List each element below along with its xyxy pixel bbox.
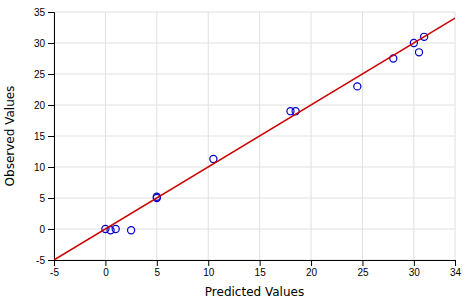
tick-label: 10 — [34, 162, 46, 173]
tick-mark — [455, 260, 456, 266]
x-axis: -5 0 5 10 15 20 25 30 34 — [50, 260, 461, 278]
tick: 30 — [409, 260, 421, 278]
tick-label: 34 — [450, 267, 462, 278]
point — [112, 225, 119, 232]
tick-label: 15 — [255, 267, 267, 278]
tick: 15 — [34, 131, 54, 142]
plot: -5 0 5 10 15 20 25 30 34 -5 0 5 10 15 20 25 30 35 — [34, 7, 462, 278]
tick: 5 — [155, 260, 161, 278]
tick-label: 30 — [34, 38, 46, 49]
grid-line-y — [54, 43, 455, 44]
tick: 5 — [39, 193, 54, 204]
tick: 10 — [34, 162, 54, 173]
tick: 0 — [39, 224, 54, 235]
grid-line-y — [54, 136, 455, 137]
tick: 35 — [34, 7, 54, 18]
tick-label: 25 — [34, 69, 46, 80]
grid-line-y — [54, 74, 455, 75]
point — [210, 155, 217, 162]
tick-mark — [48, 43, 54, 44]
axis-line — [48, 13, 55, 261]
tick-mark — [105, 260, 106, 266]
tick-mark — [208, 260, 209, 266]
tick-label: 30 — [409, 267, 421, 278]
point — [354, 83, 361, 90]
y-axis-title: Observed Values — [3, 86, 17, 187]
axis-line — [55, 261, 456, 267]
tick-label: -5 — [50, 267, 59, 278]
grid-line-y — [54, 167, 455, 168]
tick-label: 35 — [34, 7, 46, 18]
tick-label: 0 — [103, 267, 109, 278]
point — [415, 49, 422, 56]
tick: 25 — [34, 69, 54, 80]
grid-line-y — [54, 12, 455, 13]
tick-mark — [48, 167, 54, 168]
tick-mark — [48, 198, 54, 199]
tick-mark — [157, 260, 158, 266]
tick-label: 0 — [39, 224, 45, 235]
tick-label: 5 — [39, 193, 45, 204]
chart: -5 0 5 10 15 20 25 30 34 -5 0 5 10 15 20 25 30 35 Predicte… — [0, 0, 471, 304]
tick-mark — [311, 260, 312, 266]
tick-label: 10 — [203, 267, 215, 278]
line — [54, 18, 455, 260]
tick: 20 — [306, 260, 318, 278]
tick-mark — [48, 136, 54, 137]
tick: 30 — [34, 38, 54, 49]
tick-label: -5 — [36, 255, 45, 266]
grid-line-y — [54, 198, 455, 199]
tick-mark — [260, 260, 261, 266]
tick-mark — [414, 260, 415, 266]
tick: -5 — [50, 260, 59, 278]
marks — [54, 18, 455, 260]
x-axis-title: Predicted Values — [205, 285, 304, 299]
tick: 0 — [103, 260, 109, 278]
tick-mark — [48, 260, 54, 261]
y-axis: -5 0 5 10 15 20 25 30 35 — [34, 7, 55, 266]
grid-line-y — [54, 105, 455, 106]
tick: -5 — [36, 255, 54, 266]
tick-label: 15 — [34, 131, 46, 142]
tick-label: 25 — [357, 267, 369, 278]
tick: 25 — [357, 260, 369, 278]
tick: 34 — [450, 260, 462, 278]
tick-mark — [48, 12, 54, 13]
tick-mark — [362, 260, 363, 266]
tick-label: 20 — [306, 267, 318, 278]
point — [128, 227, 135, 234]
tick-label: 5 — [155, 267, 161, 278]
tick: 10 — [203, 260, 215, 278]
tick-mark — [48, 74, 54, 75]
grid — [54, 12, 455, 260]
tick-mark — [48, 105, 54, 106]
tick: 20 — [34, 100, 54, 111]
tick-mark — [48, 229, 54, 230]
tick-label: 20 — [34, 100, 46, 111]
tick: 15 — [255, 260, 267, 278]
